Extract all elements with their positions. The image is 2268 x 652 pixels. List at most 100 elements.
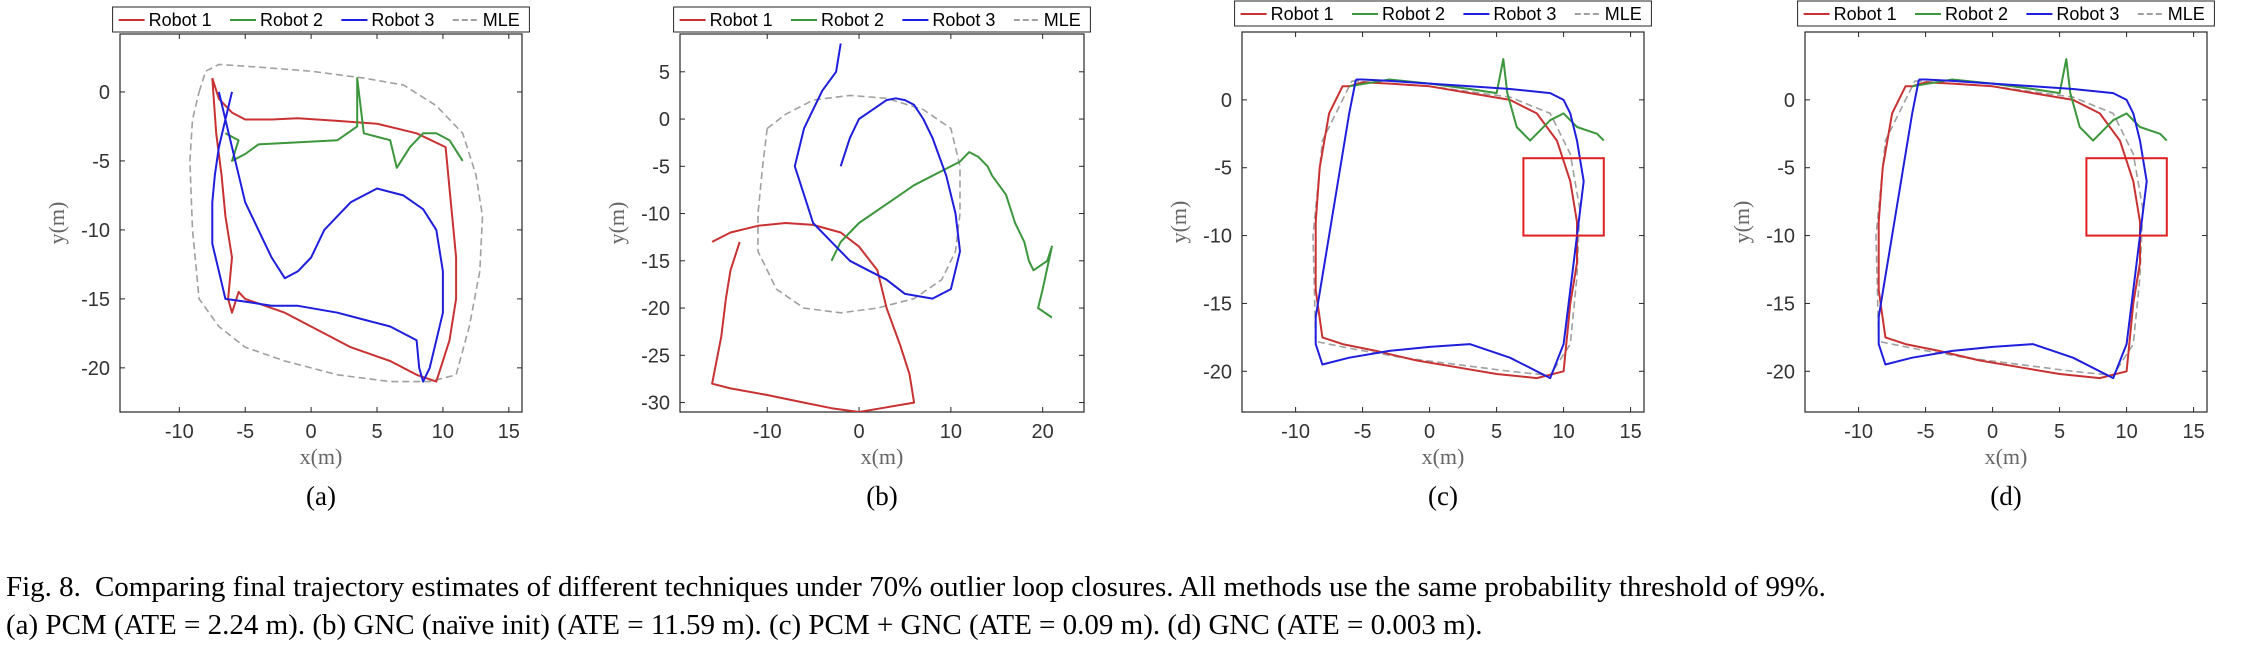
- x-tick-label: -5: [236, 421, 254, 443]
- legend-box: [673, 6, 1091, 33]
- legend-label: Robot 2: [1382, 4, 1445, 24]
- x-tick-label: -10: [1844, 421, 1873, 443]
- y-tick-label: -30: [641, 393, 670, 415]
- y-tick-label: 0: [1784, 90, 1795, 112]
- x-tick-label: 15: [2182, 421, 2204, 443]
- legend: Robot 1 Robot 2 Robot 3 MLE: [1797, 0, 2215, 27]
- legend-label: Robot 3: [1493, 4, 1556, 24]
- series-line-robot-1: [1877, 81, 2141, 380]
- plot-area: [679, 33, 1085, 413]
- legend-label: Robot 1: [1271, 4, 1334, 24]
- x-tick-label: 0: [1424, 421, 1435, 443]
- series-group: [711, 43, 1053, 412]
- legend-box: [112, 6, 530, 33]
- y-tick-label: -20: [81, 358, 110, 380]
- y-tick-label: -5: [1214, 158, 1232, 180]
- y-tick-label: -5: [652, 156, 670, 178]
- x-tick-label: 15: [1619, 421, 1641, 443]
- y-tick-label: -10: [641, 204, 670, 226]
- y-tick-label: -20: [641, 298, 670, 320]
- y-tick-label: -25: [641, 345, 670, 367]
- figure-plots: -10 -5 0 5 10 150-5-10-15-20x(m)y(m)Robot 1 Ro…: [44, 0, 2215, 511]
- y-axis-label: y(m): [1166, 201, 1191, 244]
- panel-3: -10 -5 0 5 10 150-5-10-15-20x(m)y(m)Robot 1 Ro…: [1166, 0, 1652, 511]
- legend-label: Robot 1: [1834, 4, 1897, 24]
- x-axis-label: x(m): [1985, 444, 2028, 469]
- x-axis-label: x(m): [1422, 444, 1465, 469]
- y-tick-label: -15: [1766, 293, 1795, 315]
- x-tick-label: -5: [1917, 421, 1935, 443]
- x-axis-label: x(m): [300, 444, 343, 469]
- y-tick-label: -20: [1203, 361, 1232, 383]
- legend-box: [1797, 0, 2215, 27]
- series-line-robot-2: [830, 151, 1053, 319]
- x-tick-label: 5: [2054, 421, 2065, 443]
- x-tick-label: 10: [432, 421, 454, 443]
- y-tick-label: -15: [81, 289, 110, 311]
- x-tick-label: 10: [1552, 421, 1574, 443]
- x-tick-label: -10: [165, 421, 194, 443]
- subfigure-label: (c): [1428, 481, 1458, 511]
- x-tick-label: 0: [1987, 421, 1998, 443]
- y-tick-label: -5: [92, 151, 110, 173]
- legend-label: MLE: [1044, 10, 1081, 30]
- legend-label: MLE: [483, 10, 520, 30]
- legend-label: Robot 3: [932, 10, 995, 30]
- legend: Robot 1 Robot 2 Robot 3 MLE: [112, 6, 530, 33]
- y-axis-label: y(m): [604, 202, 629, 245]
- x-axis-label: x(m): [861, 444, 904, 469]
- series-line-robot-2: [224, 77, 464, 169]
- x-tick-label: 10: [2115, 421, 2137, 443]
- figure-caption: Fig. 8. Comparing final trajectory estima…: [6, 568, 2262, 644]
- legend-label: MLE: [1605, 4, 1642, 24]
- subfigure-label: (d): [1990, 481, 2021, 511]
- legend: Robot 1 Robot 2 Robot 3 MLE: [673, 6, 1091, 33]
- subfigure-label: (b): [866, 481, 897, 511]
- legend: Robot 1 Robot 2 Robot 3 MLE: [1234, 0, 1652, 27]
- panel-4: -10 -5 0 5 10 150-5-10-15-20x(m)y(m)Robot 1 Ro…: [1729, 0, 2215, 511]
- legend-label: Robot 1: [710, 10, 773, 30]
- x-tick-label: -10: [1281, 421, 1310, 443]
- y-tick-label: -10: [81, 220, 110, 242]
- y-tick-label: -5: [1777, 158, 1795, 180]
- caption-line-1: Fig. 8. Comparing final trajectory estima…: [6, 568, 2262, 606]
- caption-figure-label: Fig. 8.: [6, 571, 81, 603]
- legend-label: Robot 2: [821, 10, 884, 30]
- series-line-robot-1: [1314, 81, 1578, 380]
- y-tick-label: 0: [99, 82, 110, 104]
- x-tick-label: 20: [1032, 421, 1054, 443]
- subfigure-label: (a): [306, 481, 336, 511]
- caption-text-1: Comparing final trajectory estimates of …: [94, 571, 1826, 603]
- panel-2: -10 0 10 20 5 0 -5 -10 -15 -20 -25 -30 x(m) y(m) Robot…: [604, 6, 1091, 511]
- series-group: [1312, 58, 1605, 380]
- x-tick-label: -10: [753, 421, 782, 443]
- figure: -10 -5 0 5 10 15 0 -5 -10 -15 -20 x(m) y(m) Robot 1 Ro…: [44, 0, 2215, 511]
- highlight-box: [2085, 157, 2168, 237]
- legend-label: Robot 3: [371, 10, 434, 30]
- caption-line-2: (a) PCM (ATE = 2.24 m). (b) GNC (naïve i…: [6, 609, 1483, 641]
- y-tick-label: 0: [659, 109, 670, 131]
- x-tick-label: -5: [1354, 421, 1372, 443]
- panel-1: -10 -5 0 5 10 150-5-10-15-20x(m)y(m)Robot 1 Ro…: [44, 6, 530, 511]
- x-tick-label: 5: [1491, 421, 1502, 443]
- series-line-robot-3: [793, 43, 961, 300]
- x-tick-label: 15: [498, 421, 520, 443]
- legend-label: Robot 1: [149, 10, 212, 30]
- y-tick-label: -20: [1766, 361, 1795, 383]
- y-axis-label: y(m): [1729, 201, 1754, 244]
- plot-area: [119, 33, 523, 413]
- series-line-robot-3: [211, 91, 444, 383]
- y-tick-label: -15: [641, 251, 670, 273]
- x-tick-label: 5: [371, 421, 382, 443]
- series-group: [189, 63, 484, 383]
- x-tick-label: 0: [306, 421, 317, 443]
- legend-label: Robot 2: [1945, 4, 2008, 24]
- x-tick-label: 0: [853, 421, 864, 443]
- y-tick-label: -10: [1203, 226, 1232, 248]
- series-line-robot-1: [711, 222, 916, 412]
- y-tick-label: 0: [1221, 90, 1232, 112]
- legend-label: Robot 2: [260, 10, 323, 30]
- series-line-robot-3: [1314, 78, 1585, 380]
- legend-label: MLE: [2168, 4, 2205, 24]
- x-tick-label: 10: [940, 421, 962, 443]
